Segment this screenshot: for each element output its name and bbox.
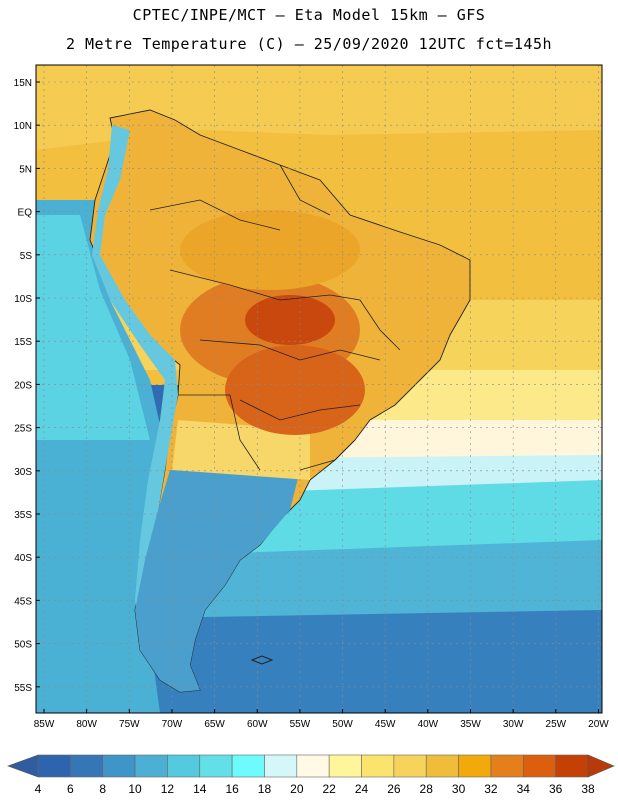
lat-label: 5S bbox=[20, 251, 33, 262]
lat-label: 10S bbox=[14, 294, 32, 305]
colorbar-label: 18 bbox=[258, 782, 272, 796]
plot-frame bbox=[35, 64, 603, 714]
lon-label: 85W bbox=[34, 719, 55, 730]
colorbar-swatch bbox=[425, 754, 459, 778]
colorbar-swatch bbox=[361, 754, 395, 778]
colorbar-label: 4 bbox=[35, 782, 42, 796]
colorbar-swatch bbox=[231, 754, 265, 778]
patagonia-cool bbox=[135, 470, 300, 692]
colorbar-swatch bbox=[393, 754, 427, 778]
lon-label: 70W bbox=[162, 719, 183, 730]
colorbar-swatch bbox=[264, 754, 298, 778]
colorbar-swatch bbox=[134, 754, 168, 778]
lat-label: 45S bbox=[14, 596, 32, 607]
lat-label: 50S bbox=[14, 640, 32, 651]
lon-label: 75W bbox=[119, 719, 140, 730]
colorbar-swatch bbox=[199, 754, 233, 778]
argentina-mild bbox=[172, 420, 310, 480]
latitude-labels: 15N 10N 5N EQ 5S 10S 15S 20S 25S 30S 35S 40S 45S 50S 5… bbox=[14, 78, 40, 694]
title-line-2: 2 Metre Temperature (C) – 25/09/2020 12U… bbox=[65, 35, 553, 53]
falkland-islands bbox=[250, 655, 274, 665]
lon-label: 65W bbox=[204, 719, 225, 730]
lon-label: 55W bbox=[290, 719, 311, 730]
lon-label: 35W bbox=[460, 719, 481, 730]
lat-label: 5N bbox=[19, 164, 32, 175]
colorbar-label: 30 bbox=[452, 782, 466, 796]
colorbar-swatch bbox=[490, 754, 524, 778]
colorbar-swatch bbox=[167, 754, 201, 778]
colorbar-label: 32 bbox=[484, 782, 498, 796]
lon-label: 30W bbox=[503, 719, 524, 730]
colorbar-label: 12 bbox=[161, 782, 175, 796]
colorbar-label: 28 bbox=[420, 782, 434, 796]
colorbar-label: 8 bbox=[99, 782, 106, 796]
lon-label: 20W bbox=[588, 719, 609, 730]
colorbar-label: 14 bbox=[193, 782, 207, 796]
colorbar-over-arrow bbox=[587, 754, 615, 778]
colorbar-label: 24 bbox=[355, 782, 369, 796]
lon-label: 80W bbox=[76, 719, 97, 730]
lat-label: 40S bbox=[14, 553, 32, 564]
colorbar-swatch bbox=[296, 754, 330, 778]
colorbar: 4 6 8 10 12 14 16 18 20 22 24 26 28 30 32 34 36 38 bbox=[7, 754, 615, 796]
longitude-labels: 85W 80W 75W 70W 65W 60W 55W 50W 45W 40W 35W 30W 25W 2… bbox=[34, 709, 609, 730]
colorbar-label: 10 bbox=[128, 782, 142, 796]
colorbar-swatch bbox=[328, 754, 362, 778]
graticule bbox=[36, 65, 602, 713]
lat-label: 25S bbox=[14, 424, 32, 435]
lon-label: 60W bbox=[247, 719, 268, 730]
colorbar-label: 16 bbox=[225, 782, 239, 796]
hot-core-2 bbox=[225, 345, 365, 435]
colorbar-label: 26 bbox=[387, 782, 401, 796]
lon-label: 45W bbox=[375, 719, 396, 730]
andes-cold bbox=[92, 125, 178, 620]
colorbar-label: 22 bbox=[322, 782, 336, 796]
lat-label: 35S bbox=[14, 510, 32, 521]
country-borders bbox=[149, 164, 401, 471]
colorbar-label: 34 bbox=[517, 782, 531, 796]
colorbar-swatch bbox=[102, 754, 136, 778]
amazon-warm bbox=[180, 210, 360, 290]
colorbar-swatch bbox=[555, 754, 589, 778]
lon-label: 25W bbox=[546, 719, 567, 730]
colorbar-swatch bbox=[70, 754, 104, 778]
colorbar-swatch bbox=[458, 754, 492, 778]
temperature-field bbox=[36, 65, 602, 713]
lon-label: 50W bbox=[332, 719, 353, 730]
lat-label: EQ bbox=[18, 208, 33, 219]
colorbar-label: 20 bbox=[290, 782, 304, 796]
lat-label: 30S bbox=[14, 467, 32, 478]
lat-label: 55S bbox=[14, 683, 32, 694]
colorbar-under-arrow bbox=[7, 754, 39, 778]
colorbar-swatch bbox=[522, 754, 556, 778]
pacific-cyan bbox=[36, 215, 150, 440]
title-line-1: CPTEC/INPE/MCT – Eta Model 15km – GFS bbox=[132, 6, 486, 24]
colorbar-swatch bbox=[37, 754, 71, 778]
lat-label: 15N bbox=[14, 78, 32, 89]
colorbar-label: 38 bbox=[581, 782, 595, 796]
colorbar-label: 6 bbox=[67, 782, 74, 796]
lat-label: 10N bbox=[14, 121, 32, 132]
lat-label: 20S bbox=[14, 380, 32, 391]
colorbar-label: 36 bbox=[549, 782, 563, 796]
lon-label: 40W bbox=[418, 719, 439, 730]
hot-core-3 bbox=[245, 295, 335, 345]
lat-label: 15S bbox=[14, 337, 32, 348]
